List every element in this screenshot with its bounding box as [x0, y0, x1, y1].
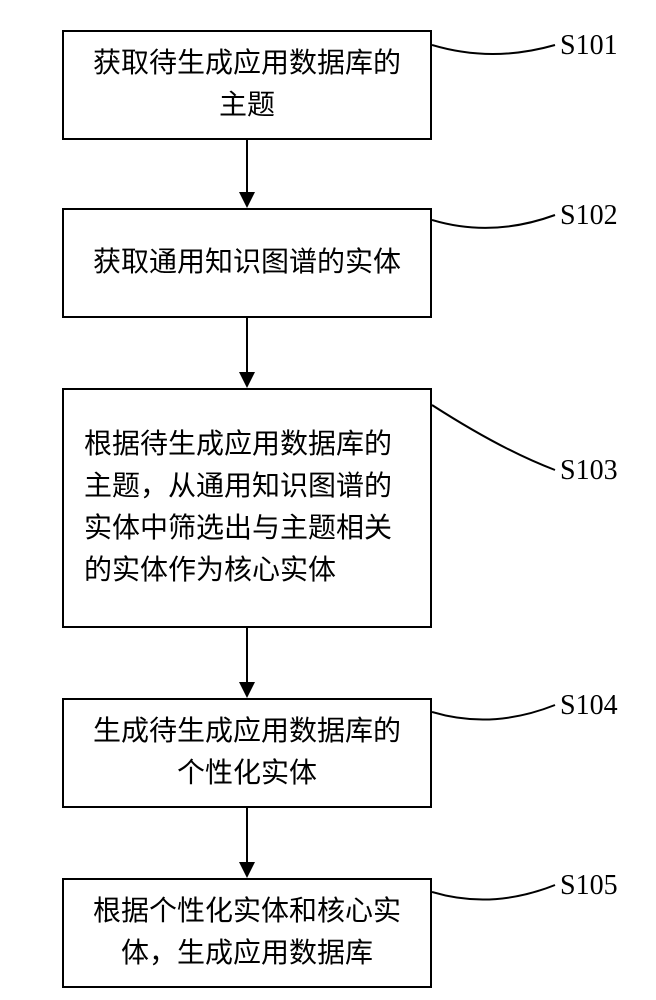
flow-node-4-text: 生成待生成应用数据库的个性化实体: [84, 711, 410, 795]
flow-node-3: 根据待生成应用数据库的主题，从通用知识图谱的实体中筛选出与主题相关的实体作为核心…: [62, 388, 432, 628]
connector-2: [432, 200, 560, 240]
flow-node-1: 获取待生成应用数据库的主题: [62, 30, 432, 140]
connector-3: [432, 395, 560, 485]
flow-node-1-text: 获取待生成应用数据库的主题: [84, 43, 410, 127]
connector-1: [432, 30, 560, 70]
connector-5: [432, 870, 560, 910]
flow-node-2: 获取通用知识图谱的实体: [62, 208, 432, 318]
connector-4: [432, 690, 560, 730]
step-label-2: S102: [560, 200, 618, 232]
step-label-3: S103: [560, 455, 618, 487]
flowchart-container: 获取待生成应用数据库的主题 S101 获取通用知识图谱的实体 S102 根据待生…: [0, 0, 656, 1000]
flow-node-4: 生成待生成应用数据库的个性化实体: [62, 698, 432, 808]
step-label-1: S101: [560, 30, 618, 62]
flow-node-5-text: 根据个性化实体和核心实体，生成应用数据库: [84, 891, 410, 975]
flow-node-2-text: 获取通用知识图谱的实体: [93, 242, 401, 284]
flow-node-3-text: 根据待生成应用数据库的主题，从通用知识图谱的实体中筛选出与主题相关的实体作为核心…: [84, 424, 410, 592]
step-label-4: S104: [560, 690, 618, 722]
flow-node-5: 根据个性化实体和核心实体，生成应用数据库: [62, 878, 432, 988]
step-label-5: S105: [560, 870, 618, 902]
